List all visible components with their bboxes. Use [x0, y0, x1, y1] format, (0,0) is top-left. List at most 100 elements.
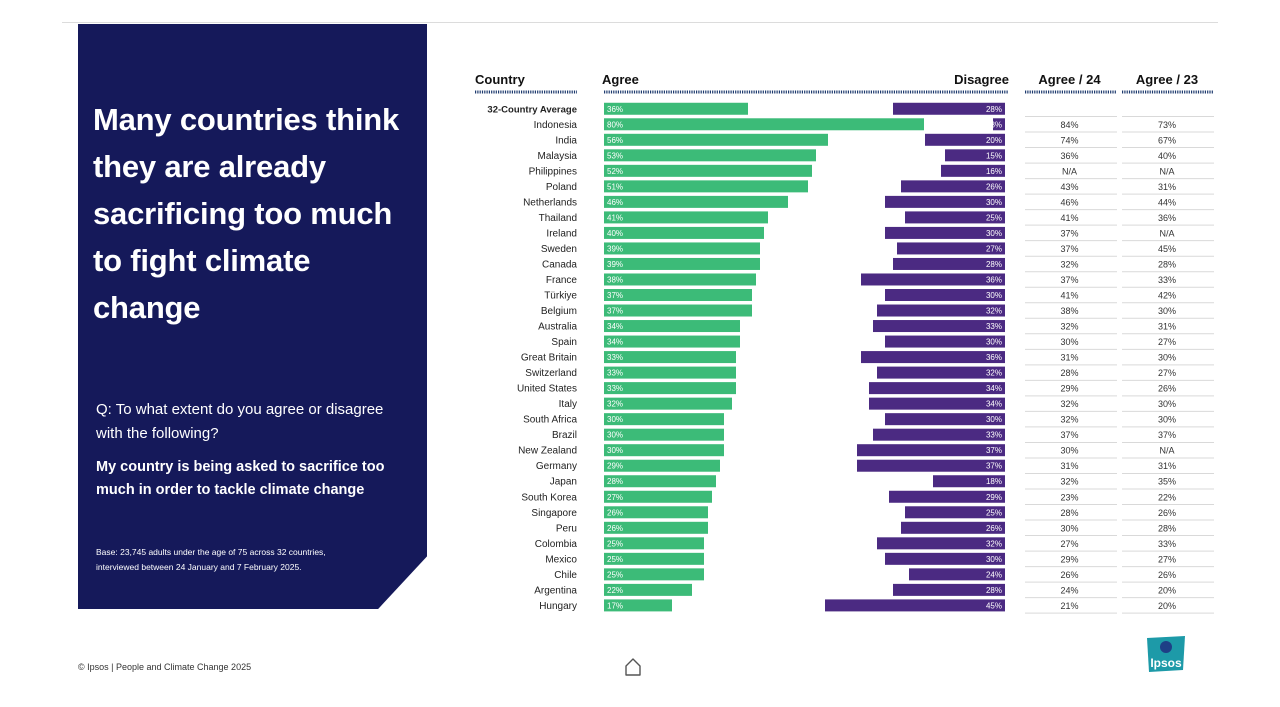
country-label: Mexico — [545, 554, 577, 565]
agree-bar — [604, 475, 716, 488]
disagree-value: 32% — [986, 539, 1002, 548]
agree-23-value: 30% — [1158, 353, 1176, 363]
agree-value: 34% — [607, 322, 623, 331]
header-agree-23: Agree / 23 — [1136, 72, 1198, 87]
agree-value: 30% — [607, 446, 623, 455]
agree-23-value: 31% — [1158, 182, 1176, 192]
disagree-bar — [877, 537, 1005, 550]
country-label: 32-Country Average — [487, 104, 577, 115]
agree-bar — [604, 351, 736, 364]
footer-copyright: © Ipsos | People and Climate Change 2025 — [78, 662, 252, 672]
disagree-value: 30% — [986, 291, 1002, 300]
agree-23-value: 42% — [1158, 291, 1176, 301]
agree-24-value: 36% — [1060, 151, 1078, 161]
disagree-value: 28% — [986, 260, 1002, 269]
country-label: France — [546, 275, 578, 286]
agree-bar — [604, 149, 816, 162]
country-label: Netherlands — [523, 197, 577, 208]
agree-23-value: 27% — [1158, 368, 1176, 378]
agree-bar — [604, 164, 812, 177]
agree-24-value: 84% — [1060, 120, 1078, 130]
agree-24-value: 74% — [1060, 135, 1078, 145]
agree-23-value: 67% — [1158, 135, 1176, 145]
agree-bar — [604, 444, 724, 457]
agree-23-value: 30% — [1158, 399, 1176, 409]
disagree-bar — [885, 226, 1005, 239]
disagree-value: 26% — [986, 182, 1002, 191]
agree-23-value: 20% — [1158, 601, 1176, 611]
country-label: New Zealand — [518, 446, 577, 457]
agree-24-value: 28% — [1060, 368, 1078, 378]
agree-bar — [604, 583, 692, 596]
agree-23-value: 26% — [1158, 384, 1176, 394]
disagree-value: 34% — [986, 384, 1002, 393]
agree-bar — [604, 273, 756, 286]
agree-bar — [604, 397, 732, 410]
disagree-bar — [905, 211, 1005, 224]
agree-value: 25% — [607, 539, 623, 548]
agree-bar — [604, 257, 760, 270]
agree-value: 34% — [607, 338, 623, 347]
summary-panel: Many countries think they are already sa… — [78, 24, 427, 609]
disagree-bar — [877, 366, 1005, 379]
agree-23-value: 31% — [1158, 322, 1176, 332]
agree-bar — [604, 490, 712, 503]
header-country: Country — [475, 72, 526, 87]
ipsos-logo: Ipsos — [1147, 636, 1185, 672]
agree-23-value: N/A — [1159, 228, 1174, 238]
agree-24-value: 37% — [1060, 430, 1078, 440]
agree-bar — [604, 133, 828, 146]
home-icon[interactable] — [624, 657, 642, 677]
agree-bar — [604, 366, 736, 379]
disagree-value: 25% — [986, 213, 1002, 222]
agree-bar — [604, 304, 752, 317]
disagree-value: 29% — [986, 493, 1002, 502]
disagree-value: 33% — [986, 322, 1002, 331]
agree-value: 29% — [607, 462, 623, 471]
disagree-value: 33% — [986, 431, 1002, 440]
headline: Many countries think they are already sa… — [93, 102, 400, 325]
agree-23-value: 45% — [1158, 244, 1176, 254]
disagree-bar — [893, 257, 1005, 270]
agree-24-value: 30% — [1060, 337, 1078, 347]
agree-bar — [604, 552, 704, 565]
agree-23-value: 36% — [1158, 213, 1176, 223]
disagree-value: 28% — [986, 586, 1002, 595]
disagree-value: 16% — [986, 167, 1002, 176]
top-rule — [62, 22, 1218, 23]
country-label: Italy — [559, 399, 577, 410]
agree-value: 38% — [607, 275, 623, 284]
agree-24-value: N/A — [1062, 166, 1077, 176]
disagree-bar — [945, 149, 1005, 162]
country-label: Chile — [554, 570, 577, 581]
country-label: Singapore — [531, 508, 577, 519]
disagree-bar — [889, 490, 1005, 503]
agree-value: 25% — [607, 570, 623, 579]
disagree-bar — [869, 382, 1005, 395]
disagree-value: 24% — [986, 570, 1002, 579]
agree-23-value: 33% — [1158, 539, 1176, 549]
disagree-bar — [857, 444, 1005, 457]
disagree-bar — [861, 273, 1005, 286]
agree-24-value: 37% — [1060, 228, 1078, 238]
agree-bar — [604, 413, 724, 426]
agree-24-value: 32% — [1060, 399, 1078, 409]
disagree-bar — [861, 351, 1005, 364]
agree-23-value: 73% — [1158, 120, 1176, 130]
agree-24-value: 24% — [1060, 585, 1078, 595]
country-label: Spain — [551, 337, 577, 348]
country-label: Argentina — [534, 585, 577, 596]
agree-value: 22% — [607, 586, 623, 595]
agree-24-value: 32% — [1060, 322, 1078, 332]
statement-text: My country is being asked to sacrifice t… — [96, 459, 385, 498]
agree-bar — [604, 242, 760, 255]
agree-23-value: 35% — [1158, 477, 1176, 487]
agree-23-value: 30% — [1158, 415, 1176, 425]
disagree-bar — [897, 242, 1005, 255]
agree-23-value: 44% — [1158, 197, 1176, 207]
disagree-bar — [885, 195, 1005, 208]
agree-23-value: 30% — [1158, 306, 1176, 316]
agree-value: 25% — [607, 555, 623, 564]
disagree-value: 27% — [986, 244, 1002, 253]
country-label: Switzerland — [525, 368, 577, 379]
